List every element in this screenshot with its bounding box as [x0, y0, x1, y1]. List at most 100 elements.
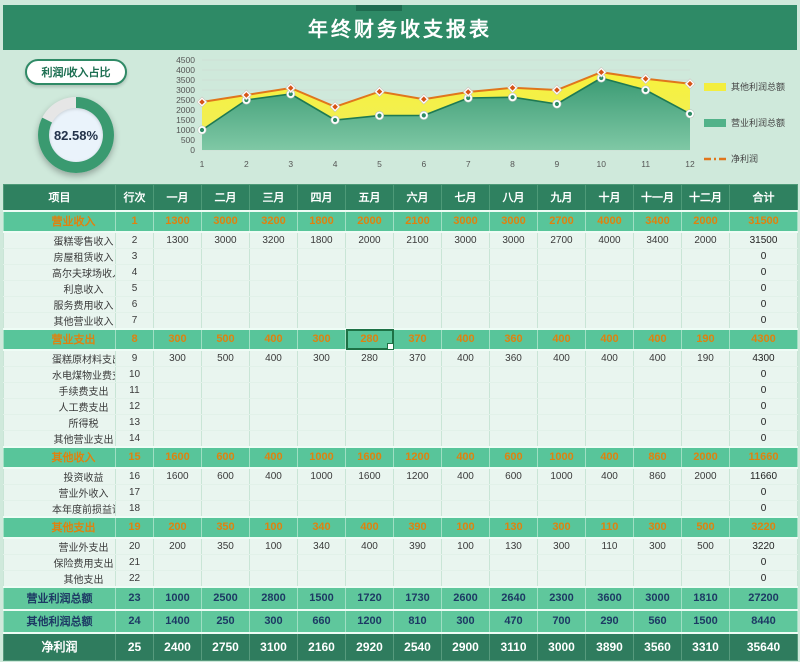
- row-label-cell[interactable]: 营业外支出: [3, 537, 116, 555]
- table-cell[interactable]: 500: [681, 515, 730, 539]
- row-total-cell[interactable]: 0: [729, 295, 798, 313]
- table-cell[interactable]: [345, 413, 394, 431]
- table-cell[interactable]: [633, 279, 682, 297]
- table-cell[interactable]: 280: [345, 327, 394, 351]
- row-number-cell[interactable]: 5: [115, 279, 154, 297]
- table-cell[interactable]: [681, 429, 730, 447]
- table-cell[interactable]: 300: [297, 327, 346, 351]
- row-total-cell[interactable]: 0: [729, 279, 798, 297]
- row-total-cell[interactable]: 31500: [729, 231, 798, 249]
- table-cell[interactable]: [249, 413, 298, 431]
- table-cell[interactable]: 2000: [681, 231, 730, 249]
- table-cell[interactable]: 2800: [249, 585, 298, 610]
- table-cell[interactable]: 400: [441, 445, 490, 469]
- table-cell[interactable]: 2400: [153, 631, 202, 661]
- row-label-cell[interactable]: 手续费支出: [3, 381, 116, 399]
- table-cell[interactable]: 1000: [537, 445, 586, 469]
- table-cell[interactable]: 130: [489, 537, 538, 555]
- table-cell[interactable]: [201, 553, 250, 571]
- table-cell[interactable]: [633, 397, 682, 415]
- table-cell[interactable]: 1300: [153, 209, 202, 233]
- table-cell[interactable]: [585, 295, 634, 313]
- table-cell[interactable]: [201, 413, 250, 431]
- table-cell[interactable]: [489, 553, 538, 571]
- row-label-cell[interactable]: 其他收入: [3, 445, 116, 469]
- table-cell[interactable]: 700: [537, 608, 586, 633]
- table-cell[interactable]: 1000: [153, 585, 202, 610]
- row-total-cell[interactable]: 0: [729, 429, 798, 447]
- table-cell[interactable]: 340: [297, 537, 346, 555]
- table-cell[interactable]: 2000: [345, 231, 394, 249]
- table-cell[interactable]: 560: [633, 608, 682, 633]
- row-total-cell[interactable]: 0: [729, 365, 798, 383]
- table-cell[interactable]: 1500: [681, 608, 730, 633]
- table-cell[interactable]: 2640: [489, 585, 538, 610]
- table-cell[interactable]: 3560: [633, 631, 682, 661]
- table-cell[interactable]: [489, 413, 538, 431]
- table-cell[interactable]: [633, 247, 682, 265]
- table-cell[interactable]: 1600: [345, 445, 394, 469]
- row-label-cell[interactable]: 水电煤物业费支出: [3, 365, 116, 383]
- row-number-cell[interactable]: 7: [115, 311, 154, 329]
- table-cell[interactable]: [537, 553, 586, 571]
- row-number-cell[interactable]: 24: [115, 608, 154, 633]
- table-cell[interactable]: [681, 397, 730, 415]
- table-cell[interactable]: [201, 499, 250, 517]
- row-total-cell[interactable]: 0: [729, 553, 798, 571]
- row-number-cell[interactable]: 21: [115, 553, 154, 571]
- table-cell[interactable]: [537, 279, 586, 297]
- table-cell[interactable]: [585, 381, 634, 399]
- table-cell[interactable]: [585, 413, 634, 431]
- table-cell[interactable]: 2160: [297, 631, 346, 661]
- table-cell[interactable]: [201, 295, 250, 313]
- row-number-cell[interactable]: 19: [115, 515, 154, 539]
- table-cell[interactable]: [681, 279, 730, 297]
- table-cell[interactable]: 2000: [681, 467, 730, 485]
- row-label-cell[interactable]: 房屋租赁收入: [3, 247, 116, 265]
- row-total-cell[interactable]: 0: [729, 569, 798, 587]
- table-cell[interactable]: [489, 311, 538, 329]
- table-cell[interactable]: [681, 499, 730, 517]
- table-cell[interactable]: 1000: [537, 467, 586, 485]
- table-cell[interactable]: [153, 311, 202, 329]
- table-cell[interactable]: 600: [489, 467, 538, 485]
- row-total-cell[interactable]: 8440: [729, 608, 798, 633]
- table-cell[interactable]: [489, 397, 538, 415]
- table-cell[interactable]: [201, 569, 250, 587]
- table-cell[interactable]: [585, 553, 634, 571]
- table-cell[interactable]: 300: [633, 537, 682, 555]
- table-cell[interactable]: 3000: [441, 209, 490, 233]
- table-cell[interactable]: 1720: [345, 585, 394, 610]
- table-cell[interactable]: [393, 295, 442, 313]
- table-cell[interactable]: [393, 429, 442, 447]
- table-cell[interactable]: 390: [393, 537, 442, 555]
- table-cell[interactable]: [201, 263, 250, 281]
- table-cell[interactable]: [585, 569, 634, 587]
- table-cell[interactable]: [201, 365, 250, 383]
- table-cell[interactable]: [537, 499, 586, 517]
- table-cell[interactable]: [153, 429, 202, 447]
- row-number-cell[interactable]: 13: [115, 413, 154, 431]
- table-cell[interactable]: [537, 247, 586, 265]
- row-number-cell[interactable]: 3: [115, 247, 154, 265]
- row-total-cell[interactable]: 27200: [729, 585, 798, 610]
- table-cell[interactable]: [537, 295, 586, 313]
- row-total-cell[interactable]: 0: [729, 263, 798, 281]
- table-cell[interactable]: 400: [441, 349, 490, 367]
- table-cell[interactable]: [633, 311, 682, 329]
- table-cell[interactable]: [537, 483, 586, 501]
- table-cell[interactable]: 1600: [153, 467, 202, 485]
- row-total-cell[interactable]: 0: [729, 397, 798, 415]
- table-cell[interactable]: 280: [345, 349, 394, 367]
- table-cell[interactable]: 2100: [393, 209, 442, 233]
- table-cell[interactable]: 100: [441, 537, 490, 555]
- table-cell[interactable]: [345, 263, 394, 281]
- table-cell[interactable]: 2000: [681, 445, 730, 469]
- table-cell[interactable]: 860: [633, 467, 682, 485]
- table-cell[interactable]: [585, 279, 634, 297]
- table-cell[interactable]: [441, 295, 490, 313]
- table-cell[interactable]: [393, 397, 442, 415]
- row-number-cell[interactable]: 11: [115, 381, 154, 399]
- table-cell[interactable]: [441, 397, 490, 415]
- table-cell[interactable]: [441, 553, 490, 571]
